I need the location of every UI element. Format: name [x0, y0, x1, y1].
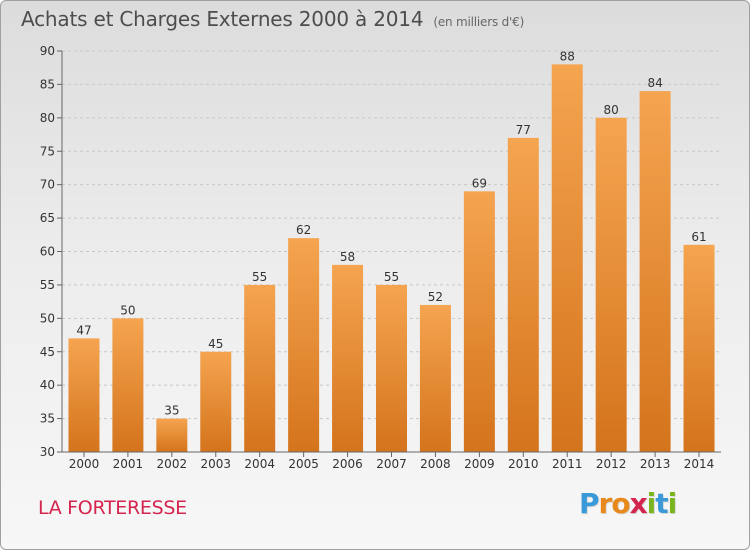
y-tick-label: 75 — [40, 144, 55, 158]
data-label: 88 — [560, 49, 575, 63]
y-tick-label: 90 — [40, 44, 55, 58]
bar-2005 — [288, 238, 320, 452]
x-tick-label: 2003 — [200, 457, 231, 471]
axes: 30 35 40 45 50 55 60 65 70 75 80 85 90 2000 2001 2002 20… — [40, 44, 721, 471]
logo-letter: P — [579, 487, 600, 520]
data-label: 55 — [252, 270, 267, 284]
bar-2014 — [683, 244, 715, 452]
y-tick-label: 45 — [40, 345, 55, 359]
data-label: 77 — [516, 123, 531, 137]
bar-2009 — [463, 191, 495, 452]
y-tick-label: 65 — [40, 211, 55, 225]
x-tick-label: 2014 — [684, 457, 715, 471]
x-tick-label: 2001 — [113, 457, 144, 471]
x-tick-label: 2006 — [332, 457, 363, 471]
logo-letter: i — [667, 487, 678, 520]
data-label: 55 — [384, 270, 399, 284]
y-tick-label: 55 — [40, 278, 55, 292]
data-label: 69 — [472, 176, 487, 190]
x-tick-label: 2000 — [69, 457, 100, 471]
bar-2008 — [419, 304, 451, 452]
x-tick-label: 2007 — [376, 457, 407, 471]
x-tick-label: 2012 — [596, 457, 627, 471]
logo-letter: t — [655, 487, 668, 520]
bar-2013 — [639, 91, 671, 452]
bar-2004 — [244, 284, 276, 452]
x-tick-label: 2002 — [157, 457, 188, 471]
data-label: 84 — [647, 76, 662, 90]
y-tick-label: 70 — [40, 178, 55, 192]
y-tick-label: 60 — [40, 245, 55, 259]
x-tick-label: 2004 — [244, 457, 275, 471]
chart-subtitle: (en milliers d'€) — [433, 15, 525, 29]
data-label: 61 — [691, 230, 706, 244]
bar-2011 — [551, 64, 583, 452]
bar-2010 — [507, 137, 539, 452]
proxiti-logo: Proxiti — [579, 487, 678, 520]
data-label: 58 — [340, 250, 355, 264]
bar-2003 — [200, 351, 232, 452]
bar-2000 — [68, 338, 100, 452]
logo-letter: r — [598, 487, 613, 520]
bar-2002 — [156, 418, 188, 452]
logo-letter: o — [611, 487, 630, 520]
logo-letter: i — [646, 487, 657, 520]
data-label: 80 — [604, 103, 619, 117]
y-tick-label: 85 — [40, 77, 55, 91]
x-tick-label: 2011 — [552, 457, 583, 471]
data-label: 45 — [208, 337, 223, 351]
data-label: 47 — [76, 323, 91, 337]
y-tick-label: 35 — [40, 412, 55, 426]
y-tick-label: 30 — [40, 445, 55, 459]
bar-2007 — [376, 284, 407, 452]
chart-title: Achats et Charges Externes 2000 à 2014 — [21, 7, 424, 31]
town-name: LA FORTERESSE — [38, 497, 187, 519]
y-tick-label: 40 — [40, 378, 55, 392]
bars: 47 50 35 45 55 62 58 55 52 69 77 88 80 84 61 — [68, 49, 715, 452]
x-tick-label: 2005 — [288, 457, 319, 471]
data-label: 52 — [428, 290, 443, 304]
x-tick-label: 2009 — [464, 457, 495, 471]
bar-2006 — [332, 264, 364, 452]
chart-title-block: Achats et Charges Externes 2000 à 2014 (e… — [21, 7, 524, 31]
data-label: 62 — [296, 223, 311, 237]
y-tick-label: 50 — [40, 311, 55, 325]
data-label: 35 — [164, 404, 179, 418]
bar-2001 — [112, 318, 144, 452]
bar-2012 — [595, 117, 627, 452]
data-label: 50 — [120, 303, 135, 317]
x-tick-label: 2010 — [508, 457, 539, 471]
y-tick-label: 80 — [40, 111, 55, 125]
x-tick-label: 2013 — [640, 457, 671, 471]
x-tick-label: 2008 — [420, 457, 451, 471]
logo-letter: x — [629, 487, 648, 520]
